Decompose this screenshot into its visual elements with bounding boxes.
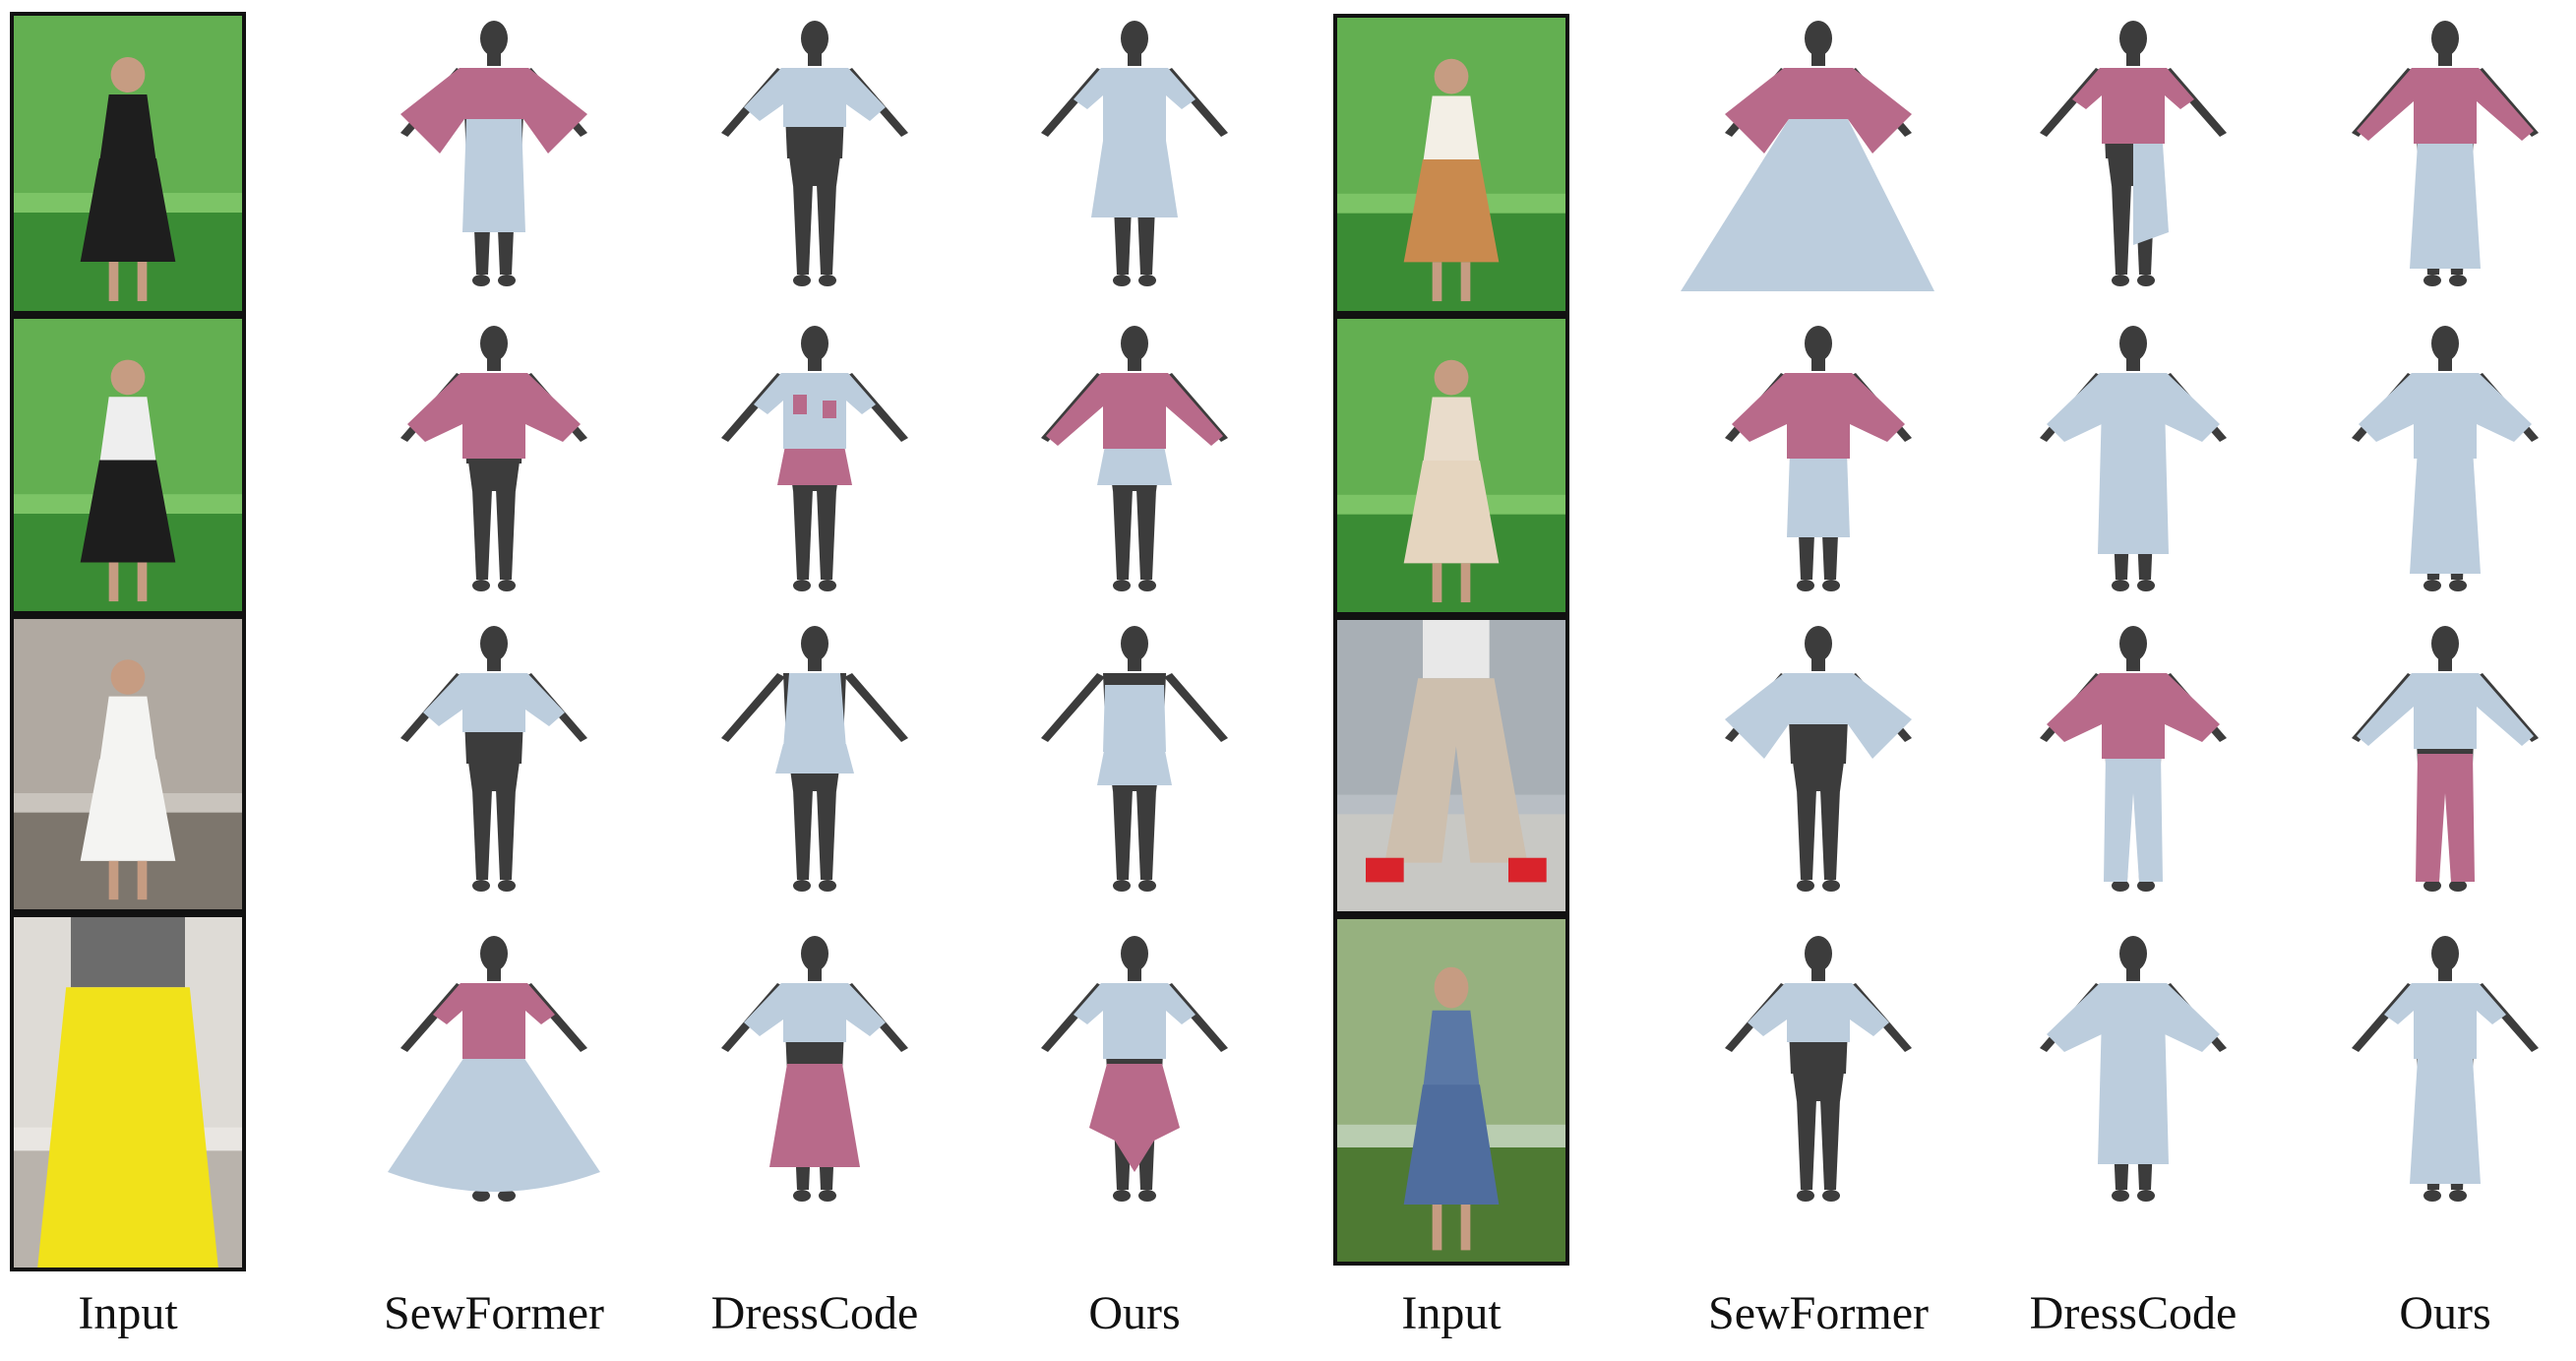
render-left-0-ours (987, 10, 1282, 307)
render-left-3-ours (987, 925, 1282, 1222)
render-right-0-sewformer (1671, 10, 1966, 307)
render-right-2-ours (2298, 615, 2576, 912)
render-left-1-sewformer (346, 315, 642, 612)
render-right-3-sewformer (1671, 925, 1966, 1222)
render-right-0-dresscode (1986, 10, 2281, 307)
render-left-2-dresscode (667, 615, 962, 912)
input-photo-left-2 (10, 615, 246, 913)
render-left-3-sewformer (346, 925, 642, 1222)
label-sewformer-left: SewFormer (384, 1287, 604, 1339)
render-right-3-ours (2298, 925, 2576, 1222)
render-left-0-sewformer (346, 10, 642, 307)
render-right-1-ours (2298, 315, 2576, 612)
render-left-0-dresscode (667, 10, 962, 307)
render-right-0-ours (2298, 10, 2576, 307)
render-right-2-sewformer (1671, 615, 1966, 912)
render-right-3-dresscode (1986, 925, 2281, 1222)
label-dresscode-left: DressCode (710, 1287, 919, 1339)
label-ours-right: Ours (2399, 1287, 2491, 1339)
input-photo-right-1 (1333, 315, 1569, 616)
label-ours-left: Ours (1088, 1287, 1181, 1339)
render-left-1-ours (987, 315, 1282, 612)
label-dresscode-right: DressCode (2029, 1287, 2238, 1339)
input-photo-left-3 (10, 913, 246, 1271)
label-input-right: Input (1401, 1287, 1502, 1339)
input-photo-left-1 (10, 315, 246, 615)
render-left-1-dresscode (667, 315, 962, 612)
render-left-2-ours (987, 615, 1282, 912)
label-sewformer-right: SewFormer (1708, 1287, 1929, 1339)
input-photo-right-3 (1333, 915, 1569, 1266)
render-right-1-dresscode (1986, 315, 2281, 612)
render-right-2-dresscode (1986, 615, 2281, 912)
render-right-1-sewformer (1671, 315, 1966, 612)
render-left-2-sewformer (346, 615, 642, 912)
input-photo-left-0 (10, 12, 246, 315)
label-input-left: Input (78, 1287, 178, 1339)
input-photo-right-0 (1333, 14, 1569, 315)
render-left-3-dresscode (667, 925, 962, 1222)
input-photo-right-2 (1333, 616, 1569, 915)
